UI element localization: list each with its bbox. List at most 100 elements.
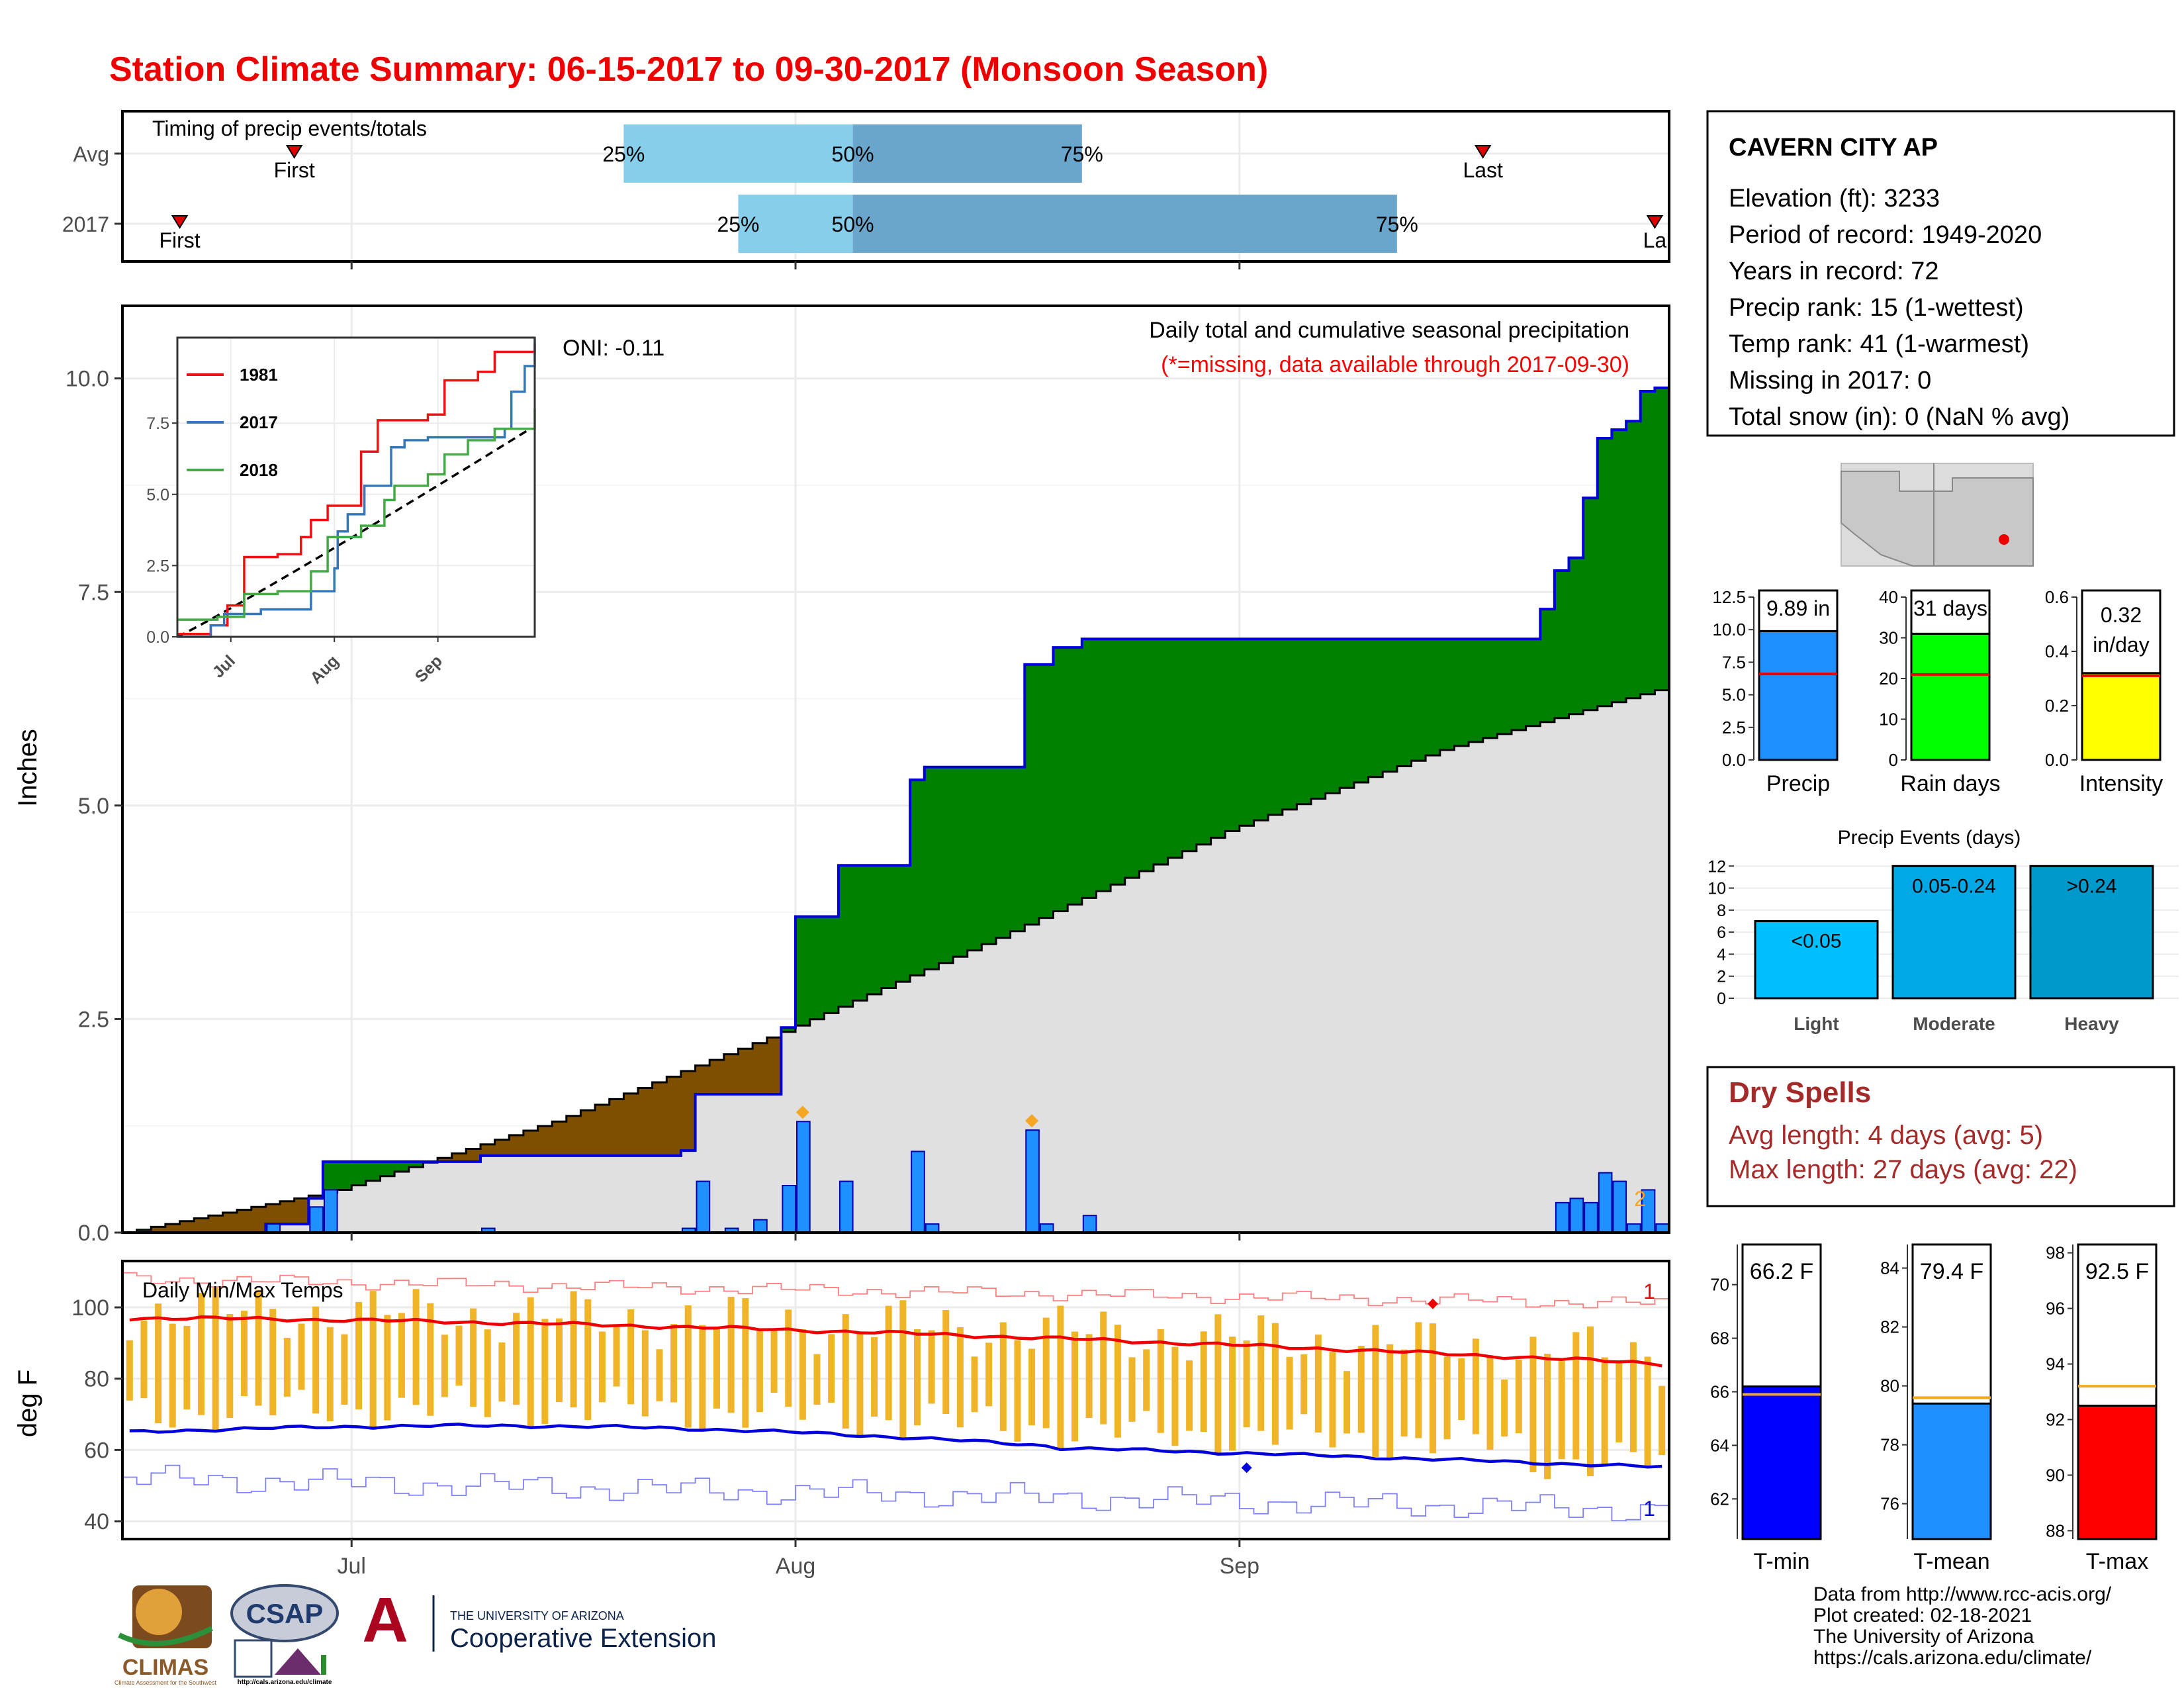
deficit-area <box>136 1229 152 1233</box>
daily-precip-bar <box>782 1185 797 1233</box>
mini-bar-1 <box>1910 632 1991 761</box>
label-75pct: 75% <box>1376 212 1418 236</box>
mini-y-tick-label: 7.5 <box>1722 652 1746 672</box>
label-50pct: 50% <box>832 142 874 166</box>
surplus-area <box>1655 387 1670 690</box>
daily-precip-bar <box>309 1206 324 1233</box>
event-range-label: >0.24 <box>2067 875 2117 897</box>
surplus-area <box>1525 639 1541 726</box>
mini-bar-0 <box>1758 630 1839 761</box>
events-y-tick-label: 12 <box>1707 857 1726 876</box>
surplus-area <box>1383 639 1398 772</box>
tbar-label: T-min <box>1754 1549 1810 1574</box>
mini-y-tick-label: 20 <box>1879 669 1898 688</box>
station-info-line: Temp rank: 41 (1-warmest) <box>1729 330 2029 358</box>
mini-y-tick-label: 10 <box>1879 710 1898 729</box>
inset-y-tick-label: 5.0 <box>146 486 169 504</box>
mini-label-box <box>2081 589 2161 675</box>
event-category-label: Light <box>1794 1013 1839 1034</box>
daily-precip-bar <box>1569 1197 1584 1233</box>
mini-y-tick-label: 0.0 <box>2045 750 2069 770</box>
tbar-y-tick-label: 94 <box>2046 1354 2065 1374</box>
tbar-y-tick-label: 82 <box>1880 1317 1899 1337</box>
deficit-area <box>251 1207 266 1233</box>
deficit-area <box>208 1215 224 1233</box>
last-event-label: La <box>1643 228 1667 252</box>
timing-title: Timing of precip events/totals <box>152 117 427 140</box>
first-event-label: First <box>159 228 200 252</box>
y-axis-label: Inches <box>13 729 42 807</box>
event-range-label: 0.05-0.24 <box>1912 875 1996 897</box>
temp-panel-title: Daily Min/Max Temps <box>142 1278 343 1302</box>
surplus-area <box>1396 639 1412 767</box>
surplus-area <box>924 767 940 970</box>
oni-label: ONI: -0.11 <box>563 336 664 361</box>
tbar-value-label: 79.4 F <box>1920 1259 1983 1284</box>
deficit-area <box>451 1153 467 1162</box>
events-y-tick-label: 2 <box>1717 968 1726 986</box>
precip-main-panel: 2 0.0 2.5 5.0 7.5 10.0 Inches ONI: -0.11 Daily t… <box>13 305 1670 1246</box>
inset-legend-label: 2018 <box>240 460 278 480</box>
surplus-area <box>1253 639 1269 821</box>
inset-y-tick-label: 2.5 <box>146 557 169 575</box>
surplus-area <box>824 916 839 1013</box>
deficit-area <box>766 1037 782 1094</box>
csap-logo-text: CSAP <box>246 1598 324 1629</box>
deficit-area <box>165 1224 181 1233</box>
mini-label-box <box>1910 589 1991 635</box>
deficit-area <box>237 1209 252 1233</box>
daily-precip-bar <box>753 1219 768 1233</box>
surplus-area <box>1511 639 1527 730</box>
deficit-area <box>609 1099 624 1156</box>
dry-spells-panel: Dry Spells Avg length: 4 days (avg: 5) Max… <box>1706 1066 2175 1207</box>
quartile-bar-25-50 <box>738 195 853 253</box>
record-min-line <box>122 1464 1669 1522</box>
y-tick-label: 7.5 <box>78 580 109 605</box>
inset-y-tick-label: 0.0 <box>146 628 169 647</box>
surplus-area <box>838 865 854 1007</box>
deficit-area <box>623 1093 639 1156</box>
timing-row-label: 2017 <box>62 212 109 236</box>
surplus-area <box>967 767 982 951</box>
station-info-line: Elevation (ft): 3233 <box>1729 185 1940 212</box>
inset-x-tick-label: Sep <box>412 651 446 686</box>
temp-x-tick-label: Sep <box>1220 1554 1260 1579</box>
y-tick-label: 0.0 <box>78 1221 109 1246</box>
tbar-y-tick-label: 96 <box>2046 1299 2065 1319</box>
event-bar-heavy <box>2029 865 2154 1000</box>
timing-clip-mask <box>1670 108 1697 265</box>
tbar-y-tick-label: 80 <box>1880 1376 1899 1396</box>
last-event-marker <box>1646 215 1664 229</box>
inset-y-tick-label: 7.5 <box>146 414 169 433</box>
mini-y-tick-label: 10.0 <box>1712 620 1746 639</box>
inset-frame <box>176 336 536 638</box>
inset-x-tick-label: Aug <box>306 651 342 687</box>
surplus-area <box>1482 639 1498 738</box>
surplus-area <box>1353 639 1369 782</box>
quartile-bar-25-50 <box>623 124 853 183</box>
ua-logo-top-text: THE UNIVERSITY OF ARIZONA <box>450 1609 624 1622</box>
record-max-count: 1 <box>1643 1280 1655 1303</box>
surplus-area <box>1081 639 1097 898</box>
deficit-area <box>680 1071 696 1151</box>
figure-title: Station Climate Summary: 06-15-2017 to 0… <box>109 50 1268 89</box>
mini-value-label: 0.32 <box>2101 603 2142 627</box>
tbar-y-tick-label: 68 <box>1710 1329 1729 1348</box>
csap-mountain-icon <box>275 1648 321 1675</box>
deficit-area <box>265 1203 281 1225</box>
deficit-area <box>280 1201 295 1225</box>
tbar-y-tick-label: 88 <box>2046 1521 2065 1540</box>
surplus-area <box>1297 639 1312 804</box>
surplus-area <box>1597 438 1613 706</box>
inset-legend-label: 1981 <box>240 365 278 385</box>
surplus-area <box>1096 639 1111 892</box>
inset-legend-label: 2017 <box>240 412 278 432</box>
location-map <box>1841 463 2034 567</box>
mini-bar-label: Rain days <box>1900 771 2000 796</box>
normal-min-line <box>129 1423 1662 1469</box>
surplus-area <box>1282 639 1297 810</box>
surplus-area <box>1469 639 1484 742</box>
credits: Data from http://www.rcc-acis.org/Plot c… <box>1813 1583 2112 1669</box>
y-tick-label: 2.5 <box>78 1007 109 1032</box>
events-y-tick-label: 10 <box>1707 880 1726 898</box>
